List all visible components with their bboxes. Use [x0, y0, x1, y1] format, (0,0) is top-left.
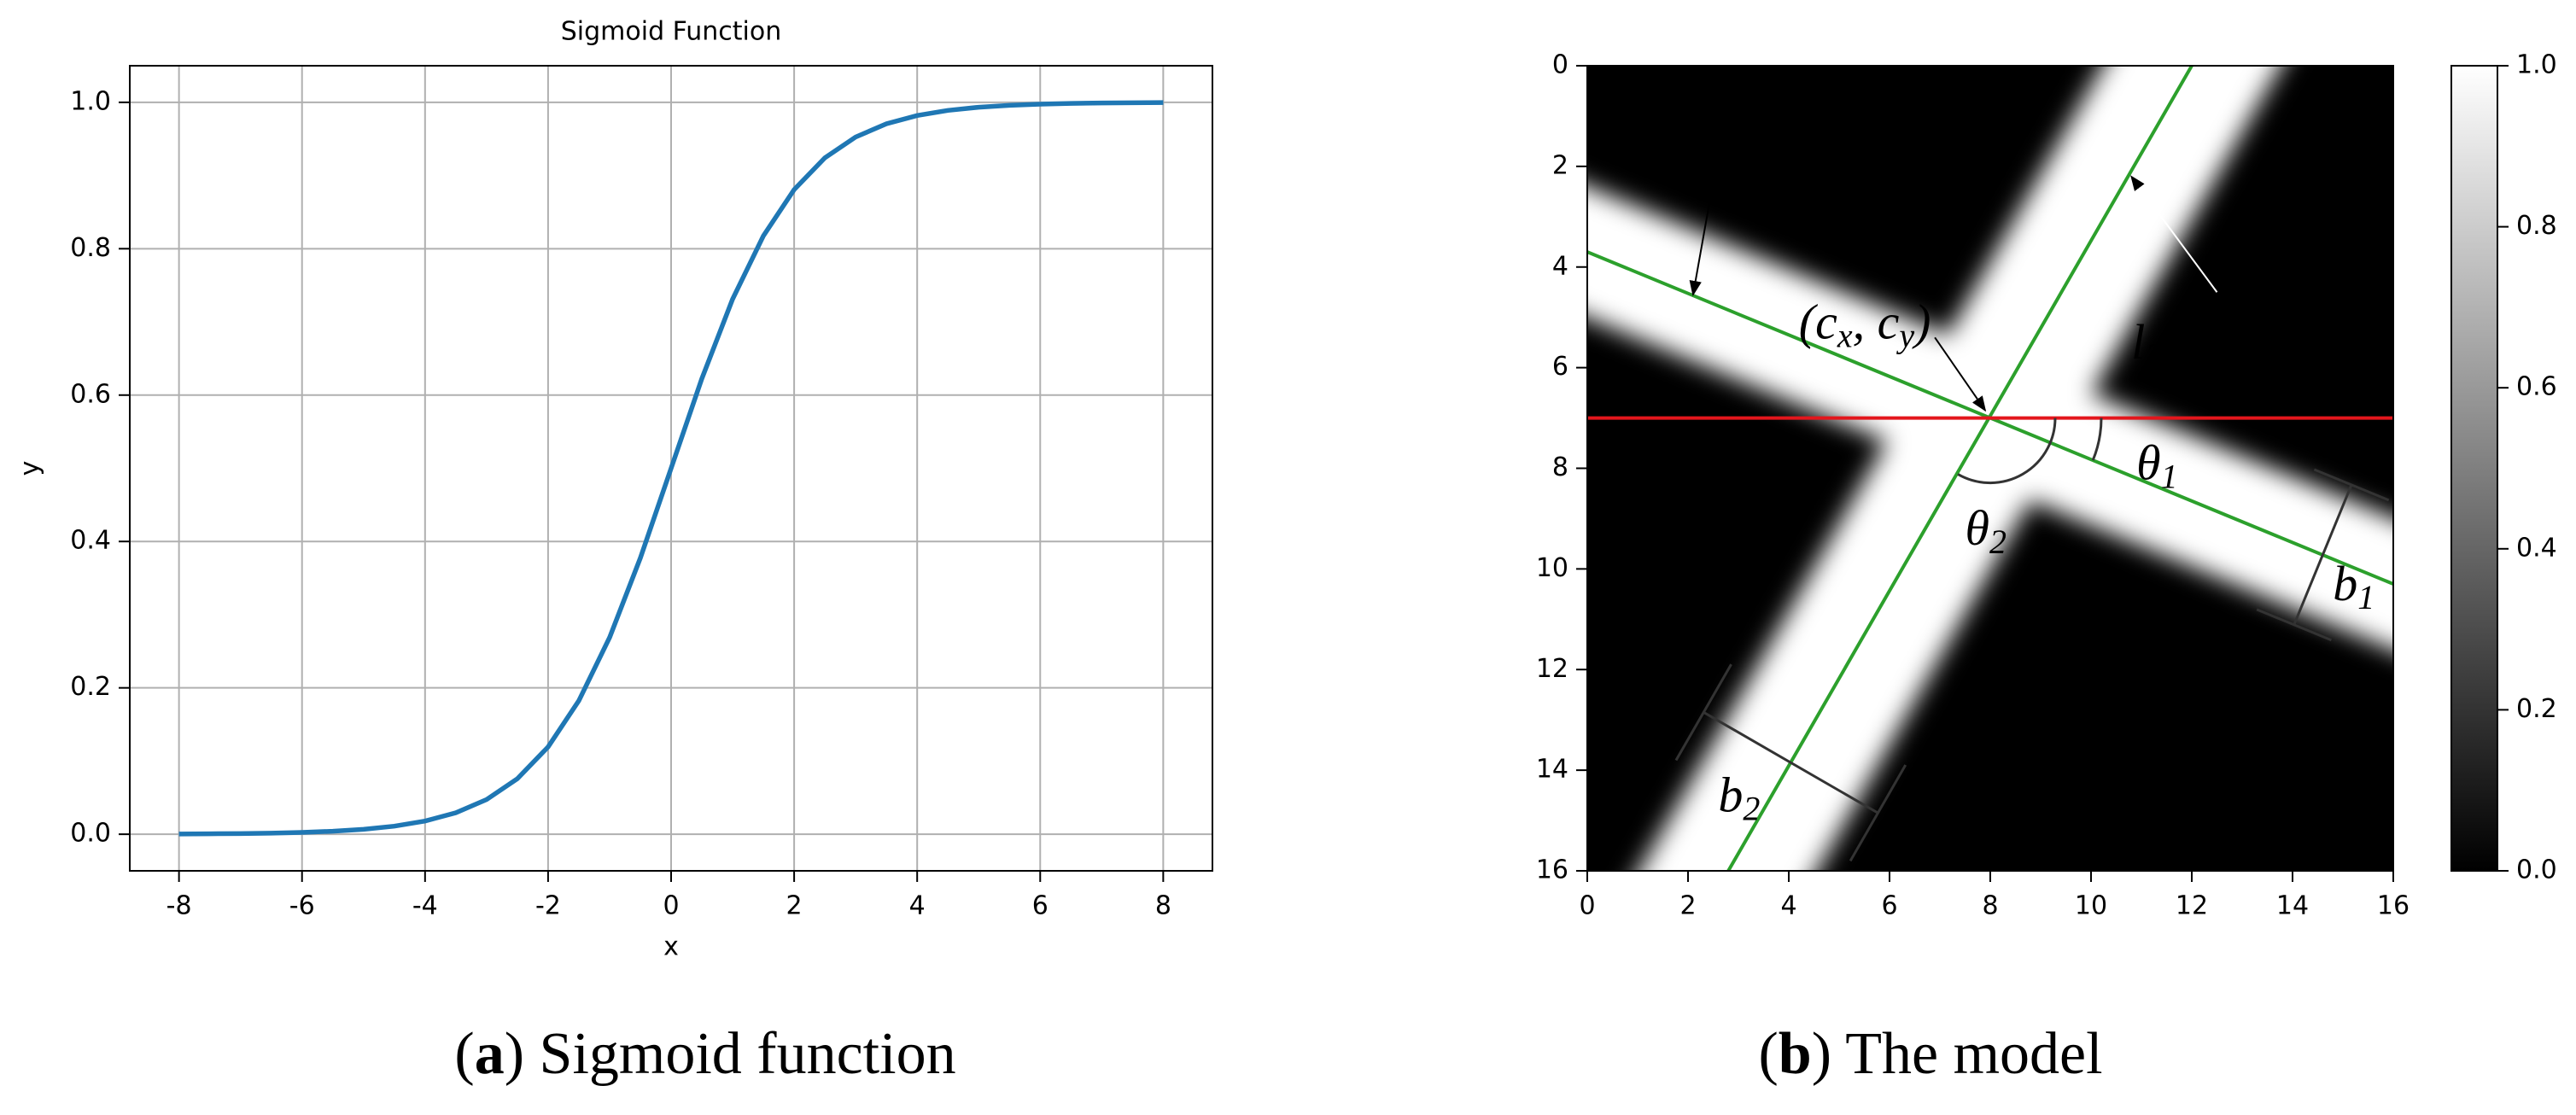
dimension-cap: [1849, 764, 1907, 862]
label-part: 1: [2161, 458, 2178, 496]
arrow: [1689, 181, 1714, 296]
label-part: 2: [1743, 790, 1760, 828]
label: l1(x, y) = 0: [1661, 126, 1876, 186]
colorbar-tick-label: 0.2: [2516, 694, 2557, 724]
x-tick-label: 8: [1982, 891, 1998, 921]
x-tick-label: 10: [2075, 891, 2107, 921]
y-tick-label: 12: [1536, 654, 1568, 684]
x-tick-label: 6: [1032, 891, 1049, 921]
line: [178, 100, 1164, 837]
dimension-line: [1703, 711, 1879, 814]
x-tick-label: 16: [2377, 891, 2410, 921]
y-tick-label: 14: [1536, 755, 1568, 785]
colorbar: [2450, 65, 2498, 872]
label-part: , c: [1853, 295, 1900, 350]
dimension-cap: [1674, 663, 1732, 762]
label: (cx, cy): [1799, 295, 1931, 355]
angle-arc: [2091, 417, 2103, 461]
label-part: ) The model: [1812, 1021, 2103, 1087]
label-part: 1: [2357, 578, 2374, 616]
y-tick-label: 0: [1552, 50, 1568, 80]
colorbar-tick-label: 0.0: [2516, 855, 2557, 885]
label-part: ): [1912, 295, 1931, 350]
label-part: (: [454, 1021, 474, 1087]
label: θ1: [2136, 435, 2178, 496]
y-tick-label: 2: [1552, 150, 1568, 180]
x-tick-label: -4: [412, 891, 438, 921]
label-part: l: [2131, 314, 2145, 370]
x-tick-label: 4: [909, 891, 926, 921]
dimension-line: [2293, 484, 2353, 626]
label-part: (c: [1799, 295, 1837, 350]
label-part: (x, y) = 0: [2162, 314, 2346, 370]
label-part: b: [2333, 556, 2357, 611]
y-tick-label: 16: [1536, 855, 1568, 885]
label-part: θ: [1966, 500, 1990, 556]
model-line: [1726, 66, 2193, 871]
label-part: y: [1895, 317, 1914, 355]
angle-arc: [1957, 417, 2057, 484]
label-part: ) Sigmoid function: [505, 1021, 956, 1087]
label: (b) The model: [1758, 1021, 2102, 1087]
y-tick-label: 0.4: [70, 526, 111, 556]
y-tick-label: 1.0: [70, 86, 111, 116]
label-part: 1: [1674, 148, 1691, 186]
colorbar-tick-label: 0.6: [2516, 372, 2557, 402]
x-tick-label: -6: [289, 891, 315, 921]
x-tick-label: 4: [1780, 891, 1796, 921]
label-part: 2: [1989, 522, 2006, 561]
x-tick-label: 8: [1155, 891, 1171, 921]
x-tick-label: 6: [1881, 891, 1897, 921]
y-tick-label: 8: [1552, 452, 1568, 482]
label-part: a: [475, 1021, 505, 1087]
label: θ2: [1966, 500, 2007, 561]
colorbar-tick-label: 0.8: [2516, 211, 2557, 241]
colorbar-tick-label: 0.4: [2516, 533, 2557, 563]
label-part: l: [1661, 126, 1674, 181]
label-part: (: [1758, 1021, 1778, 1087]
label-part: b: [1718, 768, 1743, 823]
y-tick-label: 0.2: [70, 672, 111, 702]
label-part: b: [1779, 1021, 1812, 1087]
x-tick-label: -8: [166, 891, 192, 921]
x-tick-label: 14: [2276, 891, 2309, 921]
arrow: [1934, 336, 1987, 412]
y-tick-label: 0.8: [70, 233, 111, 263]
label: l2(x, y) = 0: [2131, 314, 2346, 375]
y-axis-label: y: [15, 461, 45, 476]
image: [1587, 66, 2393, 871]
label-part: (x, y) = 0: [1691, 126, 1876, 181]
chart-title: Sigmoid Function: [561, 17, 782, 47]
x-tick-label: 12: [2176, 891, 2208, 921]
label-part: θ: [2136, 435, 2161, 491]
x-tick-label: 0: [663, 891, 679, 921]
y-tick-label: 0.0: [70, 819, 111, 849]
label-part: x: [1837, 317, 1853, 355]
label: (a) Sigmoid function: [454, 1021, 955, 1087]
arrow: [2130, 175, 2218, 293]
y-tick-label: 6: [1552, 352, 1568, 382]
dimension-cap: [2313, 468, 2390, 502]
x-tick-label: 0: [1579, 891, 1595, 921]
x-axis-label: x: [663, 932, 679, 962]
label: b1: [2333, 556, 2374, 616]
y-tick-label: 10: [1536, 553, 1568, 583]
colorbar-tick-label: 1.0: [2516, 50, 2557, 80]
label: b2: [1718, 768, 1760, 828]
y-tick-label: 0.6: [70, 379, 111, 409]
dimension-cap: [2256, 608, 2333, 642]
label-part: 2: [2145, 336, 2162, 375]
x-tick-label: 2: [1679, 891, 1696, 921]
y-tick-label: 4: [1552, 251, 1568, 281]
x-tick-label: 2: [786, 891, 803, 921]
x-tick-label: -2: [535, 891, 561, 921]
axes-frame: [129, 65, 1213, 872]
